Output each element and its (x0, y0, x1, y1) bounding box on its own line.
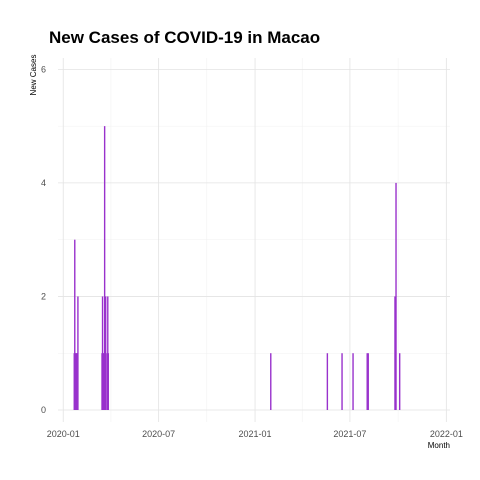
bar (74, 353, 76, 410)
bar (341, 353, 343, 410)
bar (366, 353, 368, 410)
y-axis-title: New Cases (29, 55, 38, 96)
bar (352, 353, 354, 410)
y-tick-label: 4 (41, 178, 46, 188)
y-tick-labels: 0 2 4 6 (41, 64, 46, 415)
bar (74, 239, 76, 410)
bar (77, 296, 79, 410)
bar (395, 182, 397, 410)
x-tick-label: 2021-01 (239, 429, 272, 439)
bar-series (73, 126, 401, 411)
bar (367, 353, 369, 410)
chart-title: New Cases of COVID-19 in Macao (49, 28, 320, 47)
x-tick-label: 2022-01 (430, 429, 463, 439)
y-tick-label: 6 (41, 64, 46, 74)
x-tick-label: 2020-07 (142, 429, 175, 439)
bar (270, 353, 272, 410)
bar (326, 353, 329, 410)
bar (104, 296, 107, 410)
x-axis-title: Month (428, 441, 450, 450)
bar (102, 353, 105, 410)
bar (394, 296, 396, 410)
x-tick-labels: 2020-01 2020-07 2021-01 2021-07 2022-01 (47, 429, 463, 439)
y-tick-label: 2 (41, 291, 46, 301)
y-tick-label: 0 (41, 405, 46, 415)
bar (103, 126, 106, 411)
bar (398, 353, 401, 410)
grid-lines (58, 58, 450, 422)
x-tick-label: 2020-01 (47, 429, 80, 439)
bar (107, 353, 110, 410)
x-tick-label: 2021-07 (333, 429, 366, 439)
